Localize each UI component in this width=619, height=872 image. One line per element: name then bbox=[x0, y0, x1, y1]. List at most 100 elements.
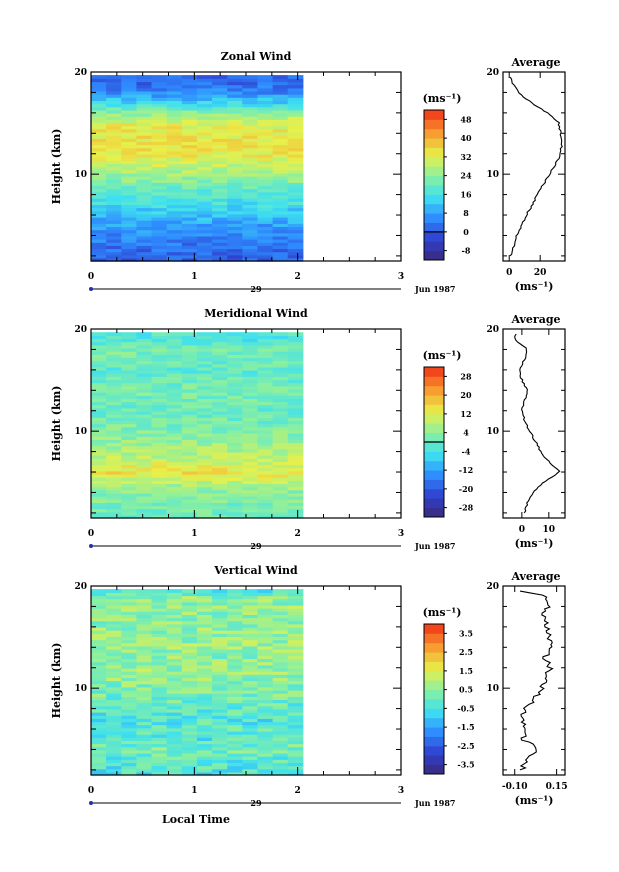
heatmap-cell bbox=[196, 198, 213, 202]
heatmap-cell bbox=[121, 759, 137, 764]
heatmap-cell bbox=[166, 363, 183, 368]
heatmap-cell bbox=[136, 762, 153, 767]
heatmap-cell bbox=[106, 116, 122, 120]
heatmap-cell bbox=[287, 734, 304, 738]
heatmap-cell bbox=[212, 204, 228, 209]
heatmap-cell bbox=[242, 106, 258, 111]
heatmap-cell bbox=[91, 740, 107, 745]
profile-frame bbox=[502, 71, 566, 262]
heatmap-cell bbox=[181, 90, 198, 95]
heatmap-cell bbox=[287, 232, 304, 237]
heatmap-cell bbox=[136, 385, 153, 390]
heatmap-cell bbox=[181, 746, 198, 751]
heatmap-cell bbox=[212, 464, 228, 469]
heatmap-cell bbox=[272, 163, 289, 168]
heatmap-cell bbox=[166, 743, 183, 748]
heatmap-cell bbox=[272, 705, 289, 710]
colorbar-tick-label: 16 bbox=[460, 189, 472, 199]
heatmap-cell bbox=[136, 667, 153, 672]
heatmap-cell bbox=[257, 642, 274, 647]
heatmap-cell bbox=[196, 404, 213, 409]
heatmap-cell bbox=[121, 480, 137, 484]
heatmap-cell bbox=[196, 633, 213, 638]
heatmap-cell bbox=[151, 630, 168, 634]
heatmap-cell bbox=[121, 511, 137, 516]
heatmap-cell bbox=[166, 595, 183, 600]
heatmap-cell bbox=[106, 351, 122, 355]
heatmap-cell bbox=[212, 369, 228, 374]
heatmap-cell bbox=[287, 737, 304, 741]
heatmap-cell bbox=[272, 727, 289, 732]
heatmap-cell bbox=[136, 204, 153, 209]
heatmap-cell bbox=[91, 642, 107, 647]
heatmap-cell bbox=[196, 683, 213, 688]
heatmap-cell bbox=[212, 373, 228, 377]
heatmap-cell bbox=[151, 502, 168, 507]
heatmap-cell bbox=[136, 683, 153, 688]
heatmap-cell bbox=[287, 686, 304, 691]
heatmap-cell bbox=[151, 395, 168, 399]
heatmap-cell bbox=[242, 705, 258, 710]
heatmap-cell bbox=[166, 699, 183, 704]
heatmap-cell bbox=[106, 242, 122, 246]
heatmap-cell bbox=[287, 511, 304, 516]
heatmap-cell bbox=[181, 185, 198, 190]
heatmap-cell bbox=[257, 423, 274, 428]
heatmap-cell bbox=[272, 366, 289, 371]
heatmap-cell bbox=[272, 141, 289, 146]
heatmap-cell bbox=[151, 75, 168, 79]
heatmap-cell bbox=[181, 81, 198, 86]
heatmap-cell bbox=[151, 470, 168, 475]
heatmap-cell bbox=[287, 746, 304, 751]
heatmap-cell bbox=[242, 664, 258, 669]
heatmap-cell bbox=[91, 715, 107, 719]
heatmap-cell bbox=[272, 467, 289, 472]
heatmap-cell bbox=[106, 702, 122, 707]
heatmap-cell bbox=[287, 417, 304, 421]
heatmap-cell bbox=[212, 407, 228, 412]
heatmap-cell bbox=[136, 254, 153, 259]
heatmap-cell bbox=[106, 106, 122, 111]
heatmap-cell bbox=[151, 207, 168, 212]
y-axis-label: Height (km) bbox=[50, 129, 63, 205]
heatmap-cell bbox=[257, 131, 274, 136]
heatmap-cell bbox=[166, 392, 183, 396]
heatmap-cell bbox=[166, 84, 183, 89]
heatmap-cell bbox=[287, 392, 304, 396]
heatmap-cell bbox=[212, 489, 228, 494]
heatmap-cell bbox=[257, 495, 274, 500]
heatmap-cell bbox=[181, 131, 198, 136]
colorbar-band bbox=[424, 185, 444, 195]
heatmap-cell bbox=[287, 433, 304, 437]
heatmap-cell bbox=[227, 344, 243, 349]
heatmap-cell bbox=[212, 232, 228, 237]
heatmap-cell bbox=[242, 771, 258, 776]
heatmap-cell bbox=[242, 163, 258, 168]
heatmap-cell bbox=[196, 179, 213, 183]
heatmap-cell bbox=[121, 715, 137, 719]
heatmap-cell bbox=[151, 351, 168, 355]
colorbar-band bbox=[424, 507, 444, 518]
heatmap-cell bbox=[136, 147, 153, 152]
heatmap-cell bbox=[166, 198, 183, 202]
heatmap-cell bbox=[151, 404, 168, 409]
heatmap-cell bbox=[91, 495, 107, 500]
heatmap-cell bbox=[121, 514, 137, 519]
heatmap-cell bbox=[242, 623, 258, 628]
heatmap-cell bbox=[257, 194, 274, 199]
heatmap-cell bbox=[287, 601, 304, 606]
heatmap-cell bbox=[106, 680, 122, 685]
heatmap-cell bbox=[91, 743, 107, 748]
heatmap-cell bbox=[106, 655, 122, 660]
heatmap-cell bbox=[181, 369, 198, 374]
heatmap-cell bbox=[151, 636, 168, 641]
heatmap-cell bbox=[181, 382, 198, 387]
heatmap-cell bbox=[151, 756, 168, 760]
colorbar-unit: (ms⁻¹) bbox=[423, 606, 462, 619]
heatmap-cell bbox=[151, 448, 168, 453]
heatmap-cell bbox=[121, 765, 137, 770]
heatmap-cell bbox=[166, 373, 183, 377]
heatmap-cell bbox=[196, 470, 213, 475]
heatmap-cell bbox=[136, 477, 153, 481]
heatmap-cell bbox=[151, 740, 168, 745]
